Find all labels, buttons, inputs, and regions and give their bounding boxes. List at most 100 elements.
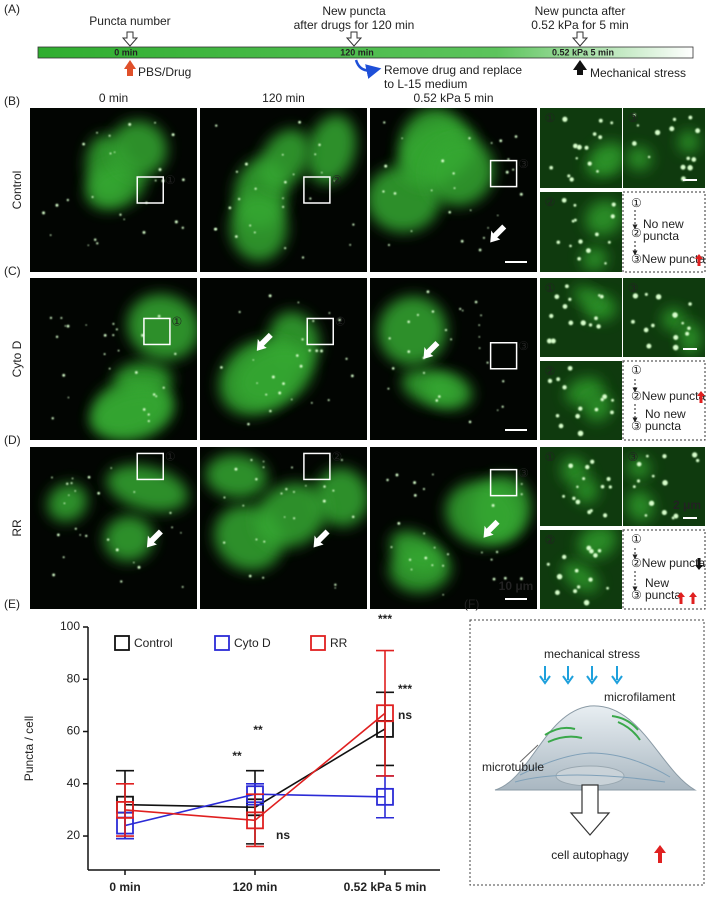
puncta bbox=[478, 324, 480, 326]
micrograph-content bbox=[42, 120, 185, 247]
puncta bbox=[298, 120, 301, 124]
scale-label: 10 μm bbox=[499, 579, 534, 593]
puncta bbox=[606, 586, 609, 590]
puncta bbox=[598, 294, 601, 297]
puncta bbox=[312, 319, 315, 323]
puncta bbox=[74, 490, 77, 492]
puncta bbox=[181, 226, 184, 229]
puncta bbox=[610, 121, 614, 125]
puncta bbox=[112, 334, 115, 337]
puncta bbox=[575, 499, 581, 505]
puncta bbox=[66, 198, 69, 202]
puncta bbox=[646, 343, 652, 349]
puncta bbox=[688, 302, 692, 306]
change-arrow bbox=[697, 391, 705, 403]
structure-label: microfilament bbox=[604, 690, 676, 704]
cell bbox=[234, 344, 314, 407]
puncta bbox=[79, 534, 81, 536]
puncta bbox=[269, 409, 272, 413]
puncta bbox=[112, 322, 115, 325]
cell bbox=[626, 490, 654, 522]
puncta bbox=[96, 242, 99, 245]
roi-number: ② bbox=[332, 450, 343, 464]
outcome-label: cell autophagy bbox=[551, 848, 628, 862]
puncta bbox=[182, 178, 185, 182]
micrograph-content bbox=[549, 116, 622, 182]
puncta bbox=[262, 576, 265, 579]
puncta bbox=[52, 573, 56, 577]
puncta bbox=[117, 349, 120, 352]
puncta bbox=[490, 142, 493, 144]
cell bbox=[590, 142, 622, 172]
puncta bbox=[234, 235, 238, 238]
cell bbox=[445, 481, 521, 547]
cell bbox=[562, 561, 599, 593]
puncta bbox=[345, 357, 348, 360]
roi-box bbox=[303, 176, 331, 204]
cell-arrow bbox=[423, 341, 440, 359]
puncta bbox=[582, 477, 586, 481]
micrograph-content bbox=[370, 108, 523, 252]
puncta bbox=[93, 238, 97, 241]
stage-heading: after drugs for 120 min bbox=[294, 18, 415, 32]
puncta bbox=[256, 382, 258, 384]
puncta bbox=[546, 562, 550, 566]
puncta bbox=[55, 203, 59, 207]
puncta bbox=[505, 170, 509, 174]
puncta bbox=[315, 349, 319, 353]
puncta bbox=[636, 479, 641, 483]
puncta bbox=[654, 129, 661, 136]
cell bbox=[314, 468, 367, 527]
puncta bbox=[282, 205, 285, 208]
legend-line: ②New puncta bbox=[631, 556, 705, 570]
error-bar bbox=[116, 782, 134, 837]
puncta bbox=[155, 395, 158, 398]
puncta bbox=[632, 141, 637, 146]
puncta bbox=[687, 326, 691, 331]
puncta bbox=[441, 159, 445, 163]
stage-time: 0.52 kPa 5 min bbox=[552, 47, 614, 57]
puncta bbox=[87, 475, 91, 479]
puncta bbox=[410, 230, 413, 232]
cell bbox=[47, 483, 88, 522]
change-arrow bbox=[677, 592, 685, 604]
cell bbox=[106, 464, 189, 512]
puncta bbox=[113, 151, 116, 153]
puncta bbox=[459, 307, 462, 311]
puncta bbox=[57, 533, 60, 537]
micrograph-content bbox=[218, 294, 354, 426]
puncta bbox=[142, 408, 146, 411]
zoom-number: ① bbox=[545, 450, 556, 464]
puncta bbox=[321, 171, 323, 174]
puncta bbox=[290, 398, 293, 401]
puncta bbox=[589, 548, 594, 554]
zoom-number: ② bbox=[545, 533, 556, 547]
puncta bbox=[461, 309, 464, 312]
roi-box bbox=[489, 159, 518, 188]
puncta bbox=[692, 452, 698, 458]
puncta bbox=[576, 144, 582, 150]
puncta bbox=[572, 496, 576, 501]
puncta bbox=[550, 338, 556, 344]
condition-label: Cyto D bbox=[10, 340, 24, 377]
legend-marker bbox=[214, 635, 230, 651]
puncta bbox=[162, 386, 165, 389]
cell-arrow bbox=[256, 332, 273, 351]
legend-line: ② bbox=[631, 226, 642, 240]
cell bbox=[572, 286, 603, 307]
puncta bbox=[309, 197, 312, 200]
puncta bbox=[71, 477, 74, 480]
panel-label: (F) bbox=[464, 597, 479, 611]
puncta bbox=[631, 319, 635, 324]
cell bbox=[627, 456, 651, 480]
puncta bbox=[338, 318, 342, 322]
legend-label: Cyto D bbox=[234, 636, 271, 650]
puncta bbox=[120, 580, 123, 583]
legend-marker bbox=[310, 635, 326, 651]
puncta bbox=[180, 532, 182, 534]
puncta bbox=[171, 526, 173, 529]
puncta bbox=[599, 294, 604, 299]
puncta bbox=[520, 493, 523, 496]
stage-arrow bbox=[571, 31, 589, 47]
puncta bbox=[282, 382, 285, 386]
